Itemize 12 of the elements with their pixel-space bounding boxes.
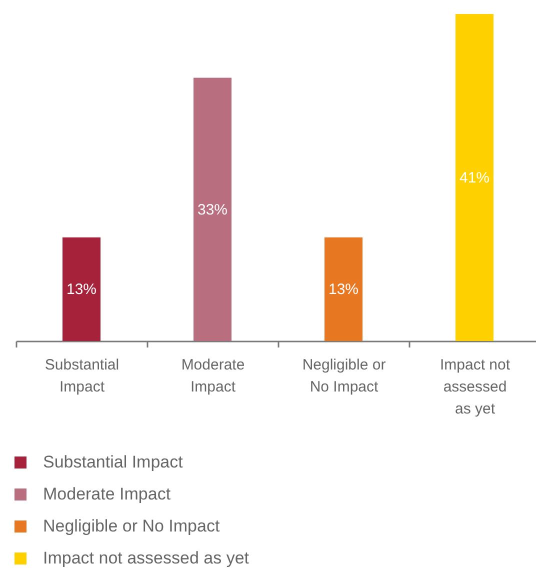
x-tick-label: Moderate Impact (181, 356, 245, 396)
data-label: 13% (328, 281, 359, 298)
x-tick-label: Negligible or No Impact (302, 356, 386, 396)
legend-label: Impact not assessed as yet (43, 548, 250, 568)
data-label: 41% (459, 170, 490, 186)
legend-label: Negligible or No Impact (43, 516, 220, 536)
data-label: 13% (66, 281, 97, 298)
data-label: 33% (197, 201, 228, 218)
x-tick-label: Impact not assessed as yet (440, 356, 511, 418)
x-tick-label: Substantial Impact (44, 356, 120, 396)
legend-label: Moderate Impact (43, 484, 171, 504)
legend-label: Substantial Impact (43, 452, 184, 472)
